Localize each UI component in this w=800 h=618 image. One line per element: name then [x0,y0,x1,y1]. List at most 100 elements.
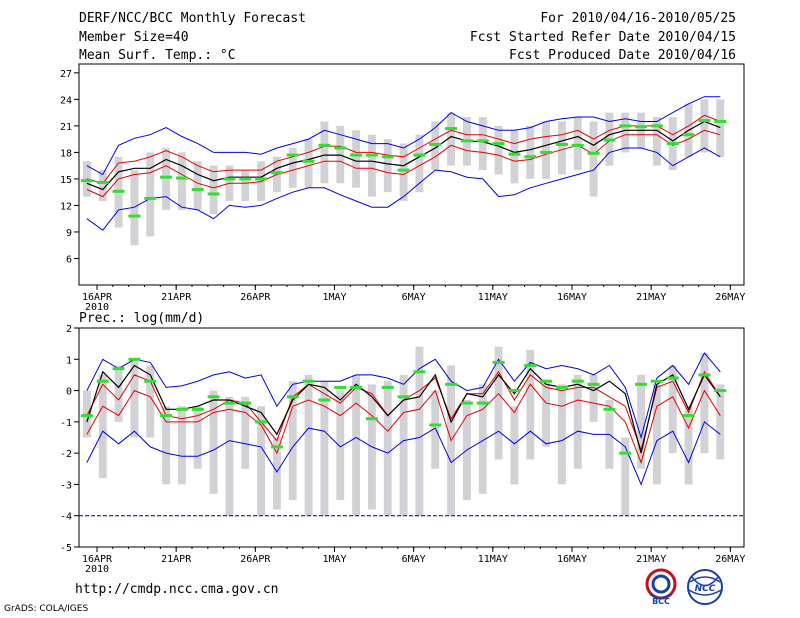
observation-mark [160,414,173,418]
observation-mark [476,401,489,405]
observation-mark [619,124,632,128]
observation-mark [350,153,363,157]
x-tick-label: 16MAY [557,554,587,565]
spread-box [494,125,503,175]
observation-mark [635,382,648,386]
spread-box [526,125,535,179]
observation-mark [571,143,584,147]
spread-box [130,359,139,438]
temperature-panel: 6 9 12 15 18 21 24 27 16APR 21APR 26APR 1MAY 6MAY 11M… [60,63,745,313]
observation-mark [587,382,600,386]
y-tick-label: -2 [60,449,72,460]
y-tick-label: 1 [66,355,72,366]
observation-mark [666,376,679,380]
observation-mark [365,417,378,421]
x-tick-label: 16MAY [557,292,587,303]
y-tick-label: 15 [60,175,72,186]
x-tick-label: 21APR [161,554,192,565]
spread-box [82,390,91,438]
y-tick-label: 27 [60,69,72,80]
observation-mark [540,379,553,383]
x-tick-label: 16APR [82,554,113,565]
spread-box [272,437,281,510]
observation-mark [714,119,727,123]
started-date: Fcst Started Refer Date 2010/04/15 [469,30,736,45]
spread-box [637,374,646,469]
lower-percentile-line [86,383,721,465]
observation-mark [460,139,473,143]
observation-mark [223,177,236,181]
x-tick-label: 21MAY [636,292,666,303]
spread-box [652,384,661,485]
precipitation-panel: -5 -4 -3 -2 -1 0 1 2 16APR 21APR 26APR 1MAY 6MAY 11MA… [60,311,745,575]
spread-box [447,112,456,166]
observation-mark [128,357,141,361]
website-url[interactable]: http://cmdp.ncc.cma.gov.cn [75,582,279,597]
observation-mark [698,373,711,377]
x-tick-label: 1MAY [322,292,346,303]
observation-mark [239,401,252,405]
observation-mark [429,423,442,427]
observation-mark [96,379,109,383]
x-tick-label: 21APR [161,292,192,303]
observation-mark [270,171,283,175]
year-label: 2010 [85,564,109,575]
spread-box [399,374,408,516]
spread-box [589,374,598,422]
y-tick-label: 18 [60,148,72,159]
min-line [86,421,721,486]
observation-mark [666,142,679,146]
observation-mark [365,153,378,157]
x-tick-label: 21MAY [636,554,666,565]
observation-mark [128,214,141,218]
spread-box [241,396,250,469]
spread-box [193,406,202,469]
y-tick-label: 21 [60,122,72,133]
spread-box [162,147,171,210]
spread-box [415,134,424,193]
observation-mark [587,151,600,155]
upper-percentile-line [86,114,721,184]
spread-box [352,130,361,188]
spread-box [621,112,630,153]
observation-mark [160,175,173,179]
observation-mark [96,180,109,184]
x-tick-label: 26MAY [715,292,745,303]
observation-mark [571,379,584,383]
observation-mark [635,125,648,129]
spread-box [478,117,487,171]
spread-box [716,384,725,460]
observation-mark [619,451,632,455]
y-tick-label: 6 [66,254,72,265]
observation-mark [381,155,394,159]
observation-mark [524,155,537,159]
observation-mark [397,395,410,399]
observation-mark [318,143,331,147]
spread-box [431,390,440,469]
spread-box [652,117,661,166]
ncc-logo-icon: NCC [687,569,723,605]
observation-mark [524,364,537,368]
y-tick-label: 24 [60,95,72,106]
spread-box [589,121,598,197]
observation-mark [255,420,268,424]
spread-box [399,143,408,202]
spread-box [494,346,503,460]
spread-box [573,374,582,469]
bcc-logo-text: BCC [652,597,670,606]
spread-box [557,121,566,175]
observation-mark [429,142,442,146]
min-line [86,147,721,231]
spread-box [336,390,345,501]
spread-box [684,406,693,485]
observation-mark [492,360,505,364]
observation-mark [682,414,695,418]
observation-mark [223,401,236,405]
spread-box [526,349,535,460]
observation-mark [286,153,299,157]
observation-mark [413,153,426,157]
observation-mark [318,398,331,402]
x-tick-label: 11MAY [478,554,508,565]
plot-frame [78,63,745,286]
